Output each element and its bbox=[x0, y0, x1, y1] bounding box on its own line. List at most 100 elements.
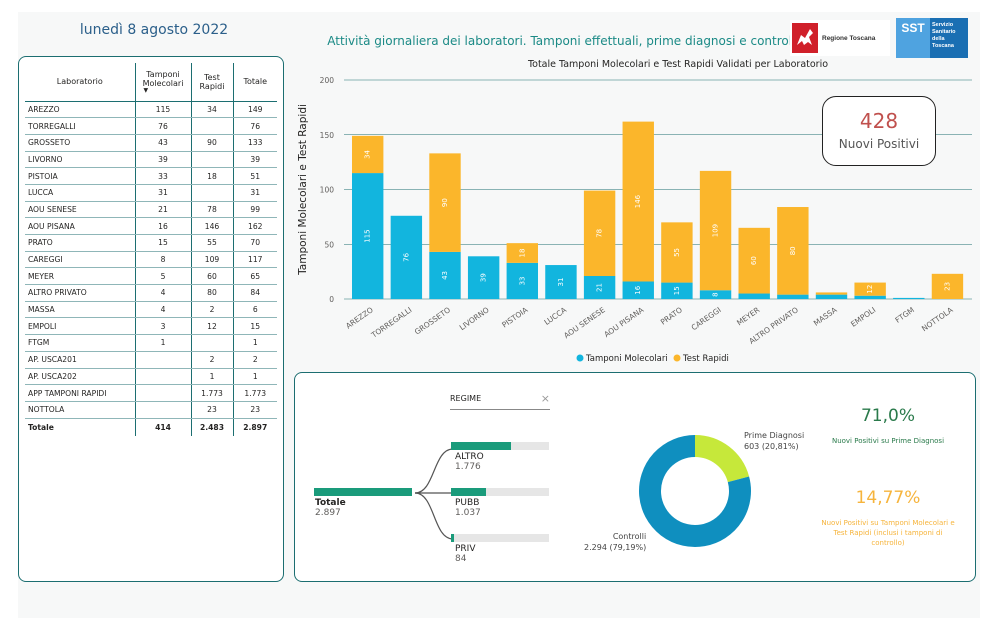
table-row[interactable]: LIVORNO 39 39 bbox=[25, 151, 277, 169]
bar-rapidi[interactable] bbox=[699, 170, 732, 291]
root-bar[interactable] bbox=[314, 488, 412, 496]
legend-molecolari[interactable]: Tamponi Molecolari bbox=[585, 354, 668, 364]
bar-molecolari[interactable] bbox=[738, 293, 770, 299]
bar-molecolari[interactable] bbox=[467, 256, 500, 299]
table-cell-value: 1 bbox=[232, 368, 277, 386]
col-header-molecolari[interactable]: Tamponi Molecolari ▼ bbox=[134, 63, 191, 102]
table-cell-lab: ALTRO PRIVATO bbox=[25, 284, 135, 302]
bar-molecolari[interactable] bbox=[352, 173, 384, 299]
bar-rapidi[interactable] bbox=[661, 222, 693, 283]
table-row[interactable]: PISTOIA 33 18 51 bbox=[25, 167, 277, 185]
table-cell-value bbox=[134, 401, 191, 419]
table-cell-value: 34 bbox=[190, 101, 233, 119]
bar-molecolari[interactable] bbox=[854, 295, 886, 299]
table-row[interactable]: CAREGGI 8 109 117 bbox=[25, 251, 277, 269]
bar-value-label: 39 bbox=[480, 273, 488, 282]
y-tick-label: 200 bbox=[320, 76, 335, 85]
bar-molecolari[interactable] bbox=[545, 265, 577, 299]
bar-rapidi[interactable] bbox=[429, 153, 461, 252]
donut-slice[interactable] bbox=[694, 435, 750, 483]
table-row[interactable]: AP. USCA202 1 1 bbox=[25, 368, 277, 386]
pubb-bar[interactable] bbox=[451, 488, 549, 496]
bar-molecolari[interactable] bbox=[815, 294, 848, 299]
table-cell-value: 51 bbox=[232, 167, 277, 185]
table-cell-value: 39 bbox=[232, 151, 277, 169]
table-cell-value: 1 bbox=[190, 368, 233, 386]
bar-rapidi[interactable] bbox=[777, 207, 809, 295]
pubb-bar-fill bbox=[451, 488, 487, 496]
bar-value-label: 60 bbox=[750, 256, 758, 265]
prime-diagnosi-stat: 71,0% Nuovi Positivi su Prime Diagnosi bbox=[818, 406, 958, 446]
bar-rapidi[interactable] bbox=[738, 227, 770, 294]
bar-rapidi[interactable] bbox=[931, 273, 964, 299]
donut-label-controlli-value: 2.294 (79,19%) bbox=[584, 543, 647, 552]
table-header-row: Laboratorio Tamponi Molecolari ▼ Test Ra… bbox=[25, 63, 277, 102]
table-row[interactable]: AOU SENESE 21 78 99 bbox=[25, 201, 277, 219]
table-cell-value: 2 bbox=[190, 351, 233, 369]
table-cell-value: 65 bbox=[232, 267, 277, 286]
nuovi-positivi-label: Nuovi Positivi bbox=[838, 137, 920, 151]
bar-rapidi[interactable] bbox=[506, 243, 538, 263]
decomp-node-altro[interactable]: ALTRO 1.776 bbox=[455, 452, 484, 472]
table-row[interactable]: GROSSETO 43 90 133 bbox=[25, 134, 277, 152]
bar-rapidi[interactable] bbox=[854, 282, 886, 296]
table-row[interactable]: AREZZO 115 34 149 bbox=[25, 101, 277, 119]
bar-rapidi[interactable] bbox=[815, 292, 848, 295]
decomp-node-priv[interactable]: PRIV 84 bbox=[455, 544, 476, 564]
table-cell-lab: AOU PISANA bbox=[25, 217, 135, 235]
close-icon[interactable]: × bbox=[540, 392, 550, 405]
bar-rapidi[interactable] bbox=[583, 190, 616, 277]
table-row[interactable]: LUCCA 31 31 bbox=[25, 184, 277, 202]
table-row[interactable]: NOTTOLA 23 23 bbox=[25, 401, 277, 419]
bar-molecolari[interactable] bbox=[622, 281, 654, 299]
table-row[interactable]: FTGM 1 1 bbox=[25, 334, 277, 352]
table-row[interactable]: PRATO 15 55 70 bbox=[25, 234, 277, 252]
sst-short: SST bbox=[896, 18, 930, 58]
bar-molecolari[interactable] bbox=[699, 290, 732, 299]
bar-molecolari[interactable] bbox=[390, 215, 423, 299]
bar-rapidi[interactable] bbox=[622, 121, 654, 282]
table-cell-lab: NOTTOLA bbox=[25, 401, 135, 419]
priv-bar[interactable] bbox=[451, 534, 549, 542]
bar-molecolari[interactable] bbox=[506, 262, 538, 299]
bar-molecolari[interactable] bbox=[429, 251, 461, 299]
bar-molecolari[interactable] bbox=[777, 294, 809, 299]
table-row[interactable]: TORREGALLI 76 76 bbox=[25, 117, 277, 135]
regime-filter-header[interactable]: REGIME × bbox=[450, 388, 550, 410]
bar-molecolari[interactable] bbox=[661, 282, 693, 299]
table-cell-lab: MASSA bbox=[25, 301, 135, 319]
table-row[interactable]: MASSA 4 2 6 bbox=[25, 301, 277, 319]
table-cell-lab: CAREGGI bbox=[25, 251, 135, 269]
bar-molecolari[interactable] bbox=[583, 276, 616, 299]
x-tick-label: NOTTOLA bbox=[920, 305, 955, 333]
x-tick-label: MEYER bbox=[735, 305, 761, 327]
table-row[interactable]: AP. USCA201 2 2 bbox=[25, 351, 277, 369]
table-cell-value: 21 bbox=[134, 201, 191, 219]
legend-rapidi[interactable]: Test Rapidi bbox=[682, 354, 729, 364]
x-tick-label: EMPOLI bbox=[849, 305, 877, 328]
decomp-node-pubb[interactable]: PUBB 1.037 bbox=[455, 498, 481, 518]
donut-slice[interactable] bbox=[639, 435, 751, 547]
nuovi-positivi-card: 428 Nuovi Positivi bbox=[822, 96, 936, 166]
table-cell-value: 33 bbox=[134, 167, 191, 185]
table-row[interactable]: APP TAMPONI RAPIDI 1.773 1.773 bbox=[25, 384, 277, 402]
altro-bar[interactable] bbox=[451, 442, 549, 450]
table-row[interactable]: AOU PISANA 16 146 162 bbox=[25, 217, 277, 235]
col-header-totale[interactable]: Totale bbox=[232, 63, 277, 102]
bar-rapidi[interactable] bbox=[352, 135, 384, 174]
report-canvas: lunedì 8 agosto 2022 Attività giornalier… bbox=[18, 12, 980, 618]
col-header-rapidi[interactable]: Test Rapidi bbox=[190, 63, 233, 102]
regime-label: REGIME bbox=[450, 394, 482, 403]
table-cell-value bbox=[134, 351, 191, 369]
legend-dot-molecolari bbox=[576, 354, 584, 362]
decomp-node-root[interactable]: Totale 2.897 bbox=[315, 498, 346, 518]
table-cell-value: 133 bbox=[232, 134, 277, 152]
table-cell-value: 60 bbox=[190, 267, 233, 286]
col-header-laboratorio[interactable]: Laboratorio bbox=[25, 63, 135, 102]
table-row[interactable]: EMPOLI 3 12 15 bbox=[25, 317, 277, 336]
table-cell-value: 6 bbox=[232, 301, 277, 319]
table-row[interactable]: ALTRO PRIVATO 4 80 84 bbox=[25, 284, 277, 302]
bar-molecolari[interactable] bbox=[893, 297, 925, 299]
table-row[interactable]: MEYER 5 60 65 bbox=[25, 267, 277, 286]
decomp-node-name: Totale bbox=[315, 498, 346, 508]
